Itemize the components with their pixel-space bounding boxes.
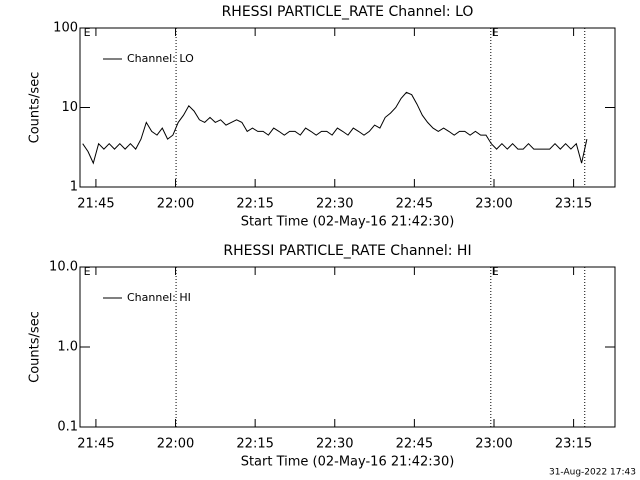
x-tick-label: 22:00 [157, 197, 194, 212]
annotation: E [492, 265, 499, 278]
data-line [82, 91, 588, 165]
y-tick-label: 1.0 [57, 340, 78, 355]
x-tick-label: 22:30 [316, 437, 353, 452]
y-tick-label: 0.1 [57, 420, 78, 435]
x-tick-label: 23:00 [475, 197, 512, 212]
y-axis-label: Counts/sec [28, 72, 43, 144]
legend-label: Channel: HI [127, 291, 191, 304]
y-axis-label: Counts/sec [28, 311, 43, 383]
y-tick-label: 1 [70, 180, 78, 195]
x-tick-label: 22:00 [157, 437, 194, 452]
x-tick-label: 22:15 [236, 197, 273, 212]
x-tick-label: 22:15 [236, 437, 273, 452]
x-tick-label: 22:45 [396, 197, 433, 212]
x-axis-label: Start Time (02-May-16 21:42:30) [241, 215, 455, 230]
legend-label: Channel: LO [127, 52, 194, 65]
y-tick-label: 10.0 [49, 260, 78, 275]
x-tick-label: 23:15 [555, 437, 592, 452]
annotation: E [492, 26, 499, 39]
x-axis-label: Start Time (02-May-16 21:42:30) [241, 455, 455, 470]
x-tick-label: 22:30 [316, 197, 353, 212]
chart-title: RHESSI PARTICLE_RATE Channel: HI [223, 243, 471, 259]
x-tick-label: 23:00 [475, 437, 512, 452]
annotation: E [84, 26, 91, 39]
x-tick-label: 21:45 [77, 197, 114, 212]
y-tick-label: 10 [61, 100, 78, 115]
x-tick-label: 22:45 [396, 437, 433, 452]
x-tick-label: 21:45 [77, 437, 114, 452]
x-tick-label: 23:15 [555, 197, 592, 212]
footer: 31-Aug-2022 17:43 [549, 468, 636, 478]
y-tick-label: 100 [53, 21, 78, 36]
annotation: E [84, 265, 91, 278]
chart-title: RHESSI PARTICLE_RATE Channel: LO [222, 4, 474, 20]
